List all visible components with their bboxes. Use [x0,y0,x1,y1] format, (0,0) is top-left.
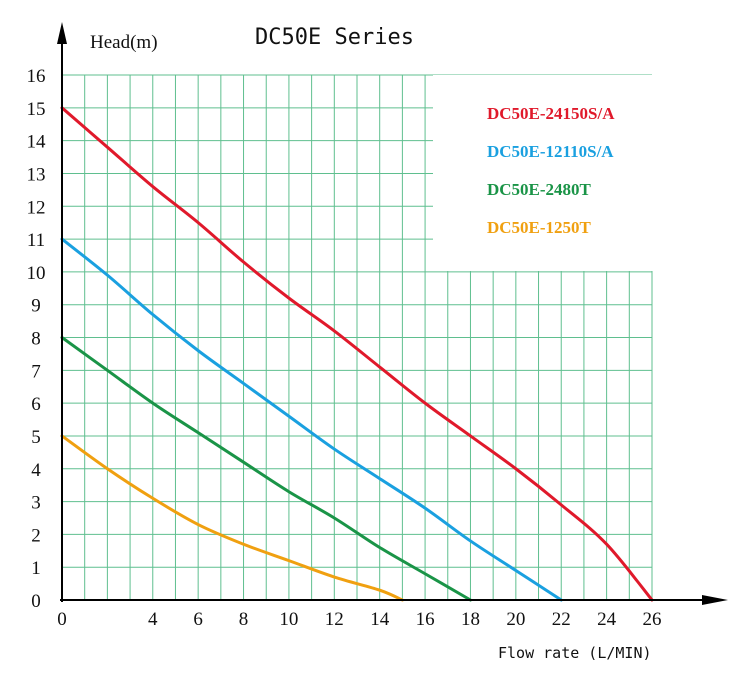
x-axis-label: Flow rate (L/MIN) [498,644,652,662]
y-tick-label: 14 [27,132,47,153]
legend: DC50E-24150S/A DC50E-12110S/A DC50E-2480T D… [487,104,615,237]
x-axis-arrow-icon [702,595,728,605]
y-tick-label: 9 [31,296,41,317]
axes [57,22,728,605]
legend-entry: DC50E-24150S/A [487,104,615,123]
x-tick-label: 12 [325,609,344,630]
legend-box [433,75,653,271]
x-tick-label: 22 [552,609,571,630]
series-line-dc50e-12110s-a [60,237,563,602]
x-tick-label: 16 [416,609,435,630]
y-tick-label: 8 [31,329,41,350]
y-tick-label: 1 [31,558,41,579]
y-tick-label: 11 [27,230,45,251]
x-tick-label: 24 [597,609,617,630]
y-tick-label: 16 [27,66,46,87]
x-tick-label: 0 [57,609,67,630]
y-tick-label: 13 [27,164,46,185]
y-tick-label: 6 [31,394,41,415]
y-tick-label: 10 [27,263,46,284]
y-tick-label: 5 [31,427,41,448]
x-tick-label: 4 [148,609,158,630]
chart-title: DC50E Series [255,25,414,50]
series-line-dc50e-2480t [60,336,472,602]
y-axis-arrow-icon [57,22,67,44]
legend-entry: DC50E-12110S/A [487,142,614,161]
series-line-dc50e-24150s-a [60,106,654,602]
curves [60,106,654,602]
legend-entry: DC50E-1250T [487,218,592,237]
y-tick-label: 0 [31,591,41,612]
y-tick-label: 3 [31,493,41,514]
y-tick-label: 4 [31,460,41,481]
series-line-dc50e-1250t [60,434,404,602]
y-axis-label: Head(m) [90,32,158,53]
x-tick-label: 10 [279,609,298,630]
legend-entry: DC50E-2480T [487,180,592,199]
y-tick-label: 2 [31,525,41,546]
x-tick-label: 6 [193,609,203,630]
x-tick-label: 26 [643,609,662,630]
x-tick-label: 8 [239,609,249,630]
y-tick-label: 7 [31,361,41,382]
x-tick-label: 18 [461,609,480,630]
x-tick-label: 20 [506,609,525,630]
x-tick-label: 14 [370,609,390,630]
y-tick-label: 15 [27,99,46,120]
y-tick-label: 12 [27,197,46,218]
